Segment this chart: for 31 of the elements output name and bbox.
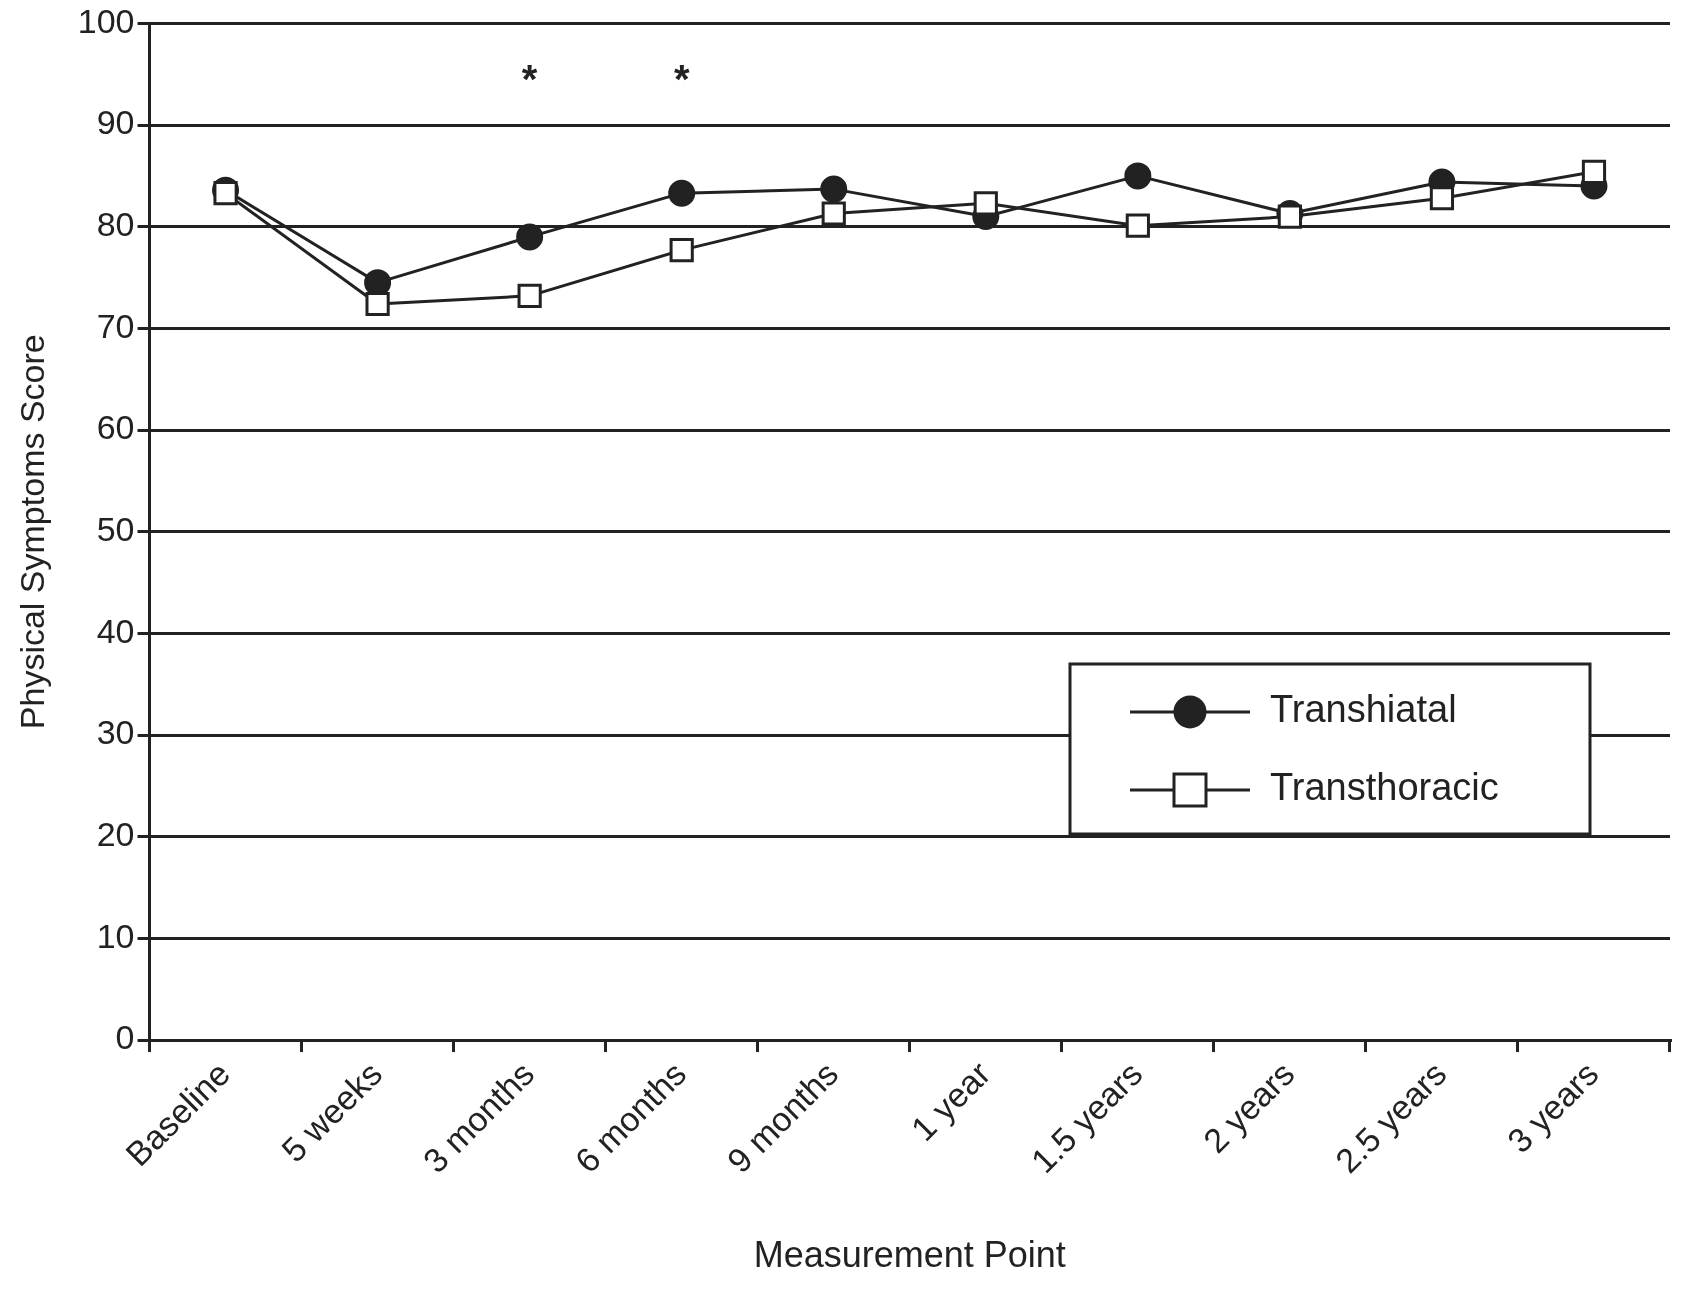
point (668, 179, 696, 207)
point (821, 201, 846, 226)
point (820, 175, 848, 203)
y-tick-label: 70 (96, 306, 135, 345)
point (213, 181, 238, 206)
point (669, 238, 694, 263)
y-tick-label: 10 (96, 916, 135, 955)
point (1429, 186, 1455, 211)
y-tick-label: 90 (96, 103, 135, 142)
y-tick-label: 0 (115, 1018, 135, 1057)
point (1277, 204, 1302, 229)
point (1124, 162, 1152, 190)
point (1581, 159, 1607, 184)
y-tick-label: 60 (96, 408, 135, 447)
y-tick-label: 20 (96, 815, 135, 854)
y-tick-label: 100 (77, 1, 135, 40)
legend-label: Transhiatal (1270, 688, 1457, 731)
y-tick-label: 40 (96, 611, 135, 650)
annotation: * (521, 57, 538, 102)
y-tick-label: 30 (96, 713, 135, 752)
y-tick-label: 80 (96, 205, 135, 244)
point (973, 191, 998, 216)
point (517, 283, 542, 308)
point (516, 223, 544, 251)
y-axis-title: Physical Symptoms Score (12, 334, 51, 730)
y-tick-label: 50 (96, 510, 135, 549)
x-axis-title: Measurement Point (753, 1234, 1066, 1276)
legend-label: Transthoracic (1270, 766, 1499, 809)
point (1125, 213, 1150, 238)
annotation: * (673, 57, 690, 102)
point (365, 291, 390, 317)
